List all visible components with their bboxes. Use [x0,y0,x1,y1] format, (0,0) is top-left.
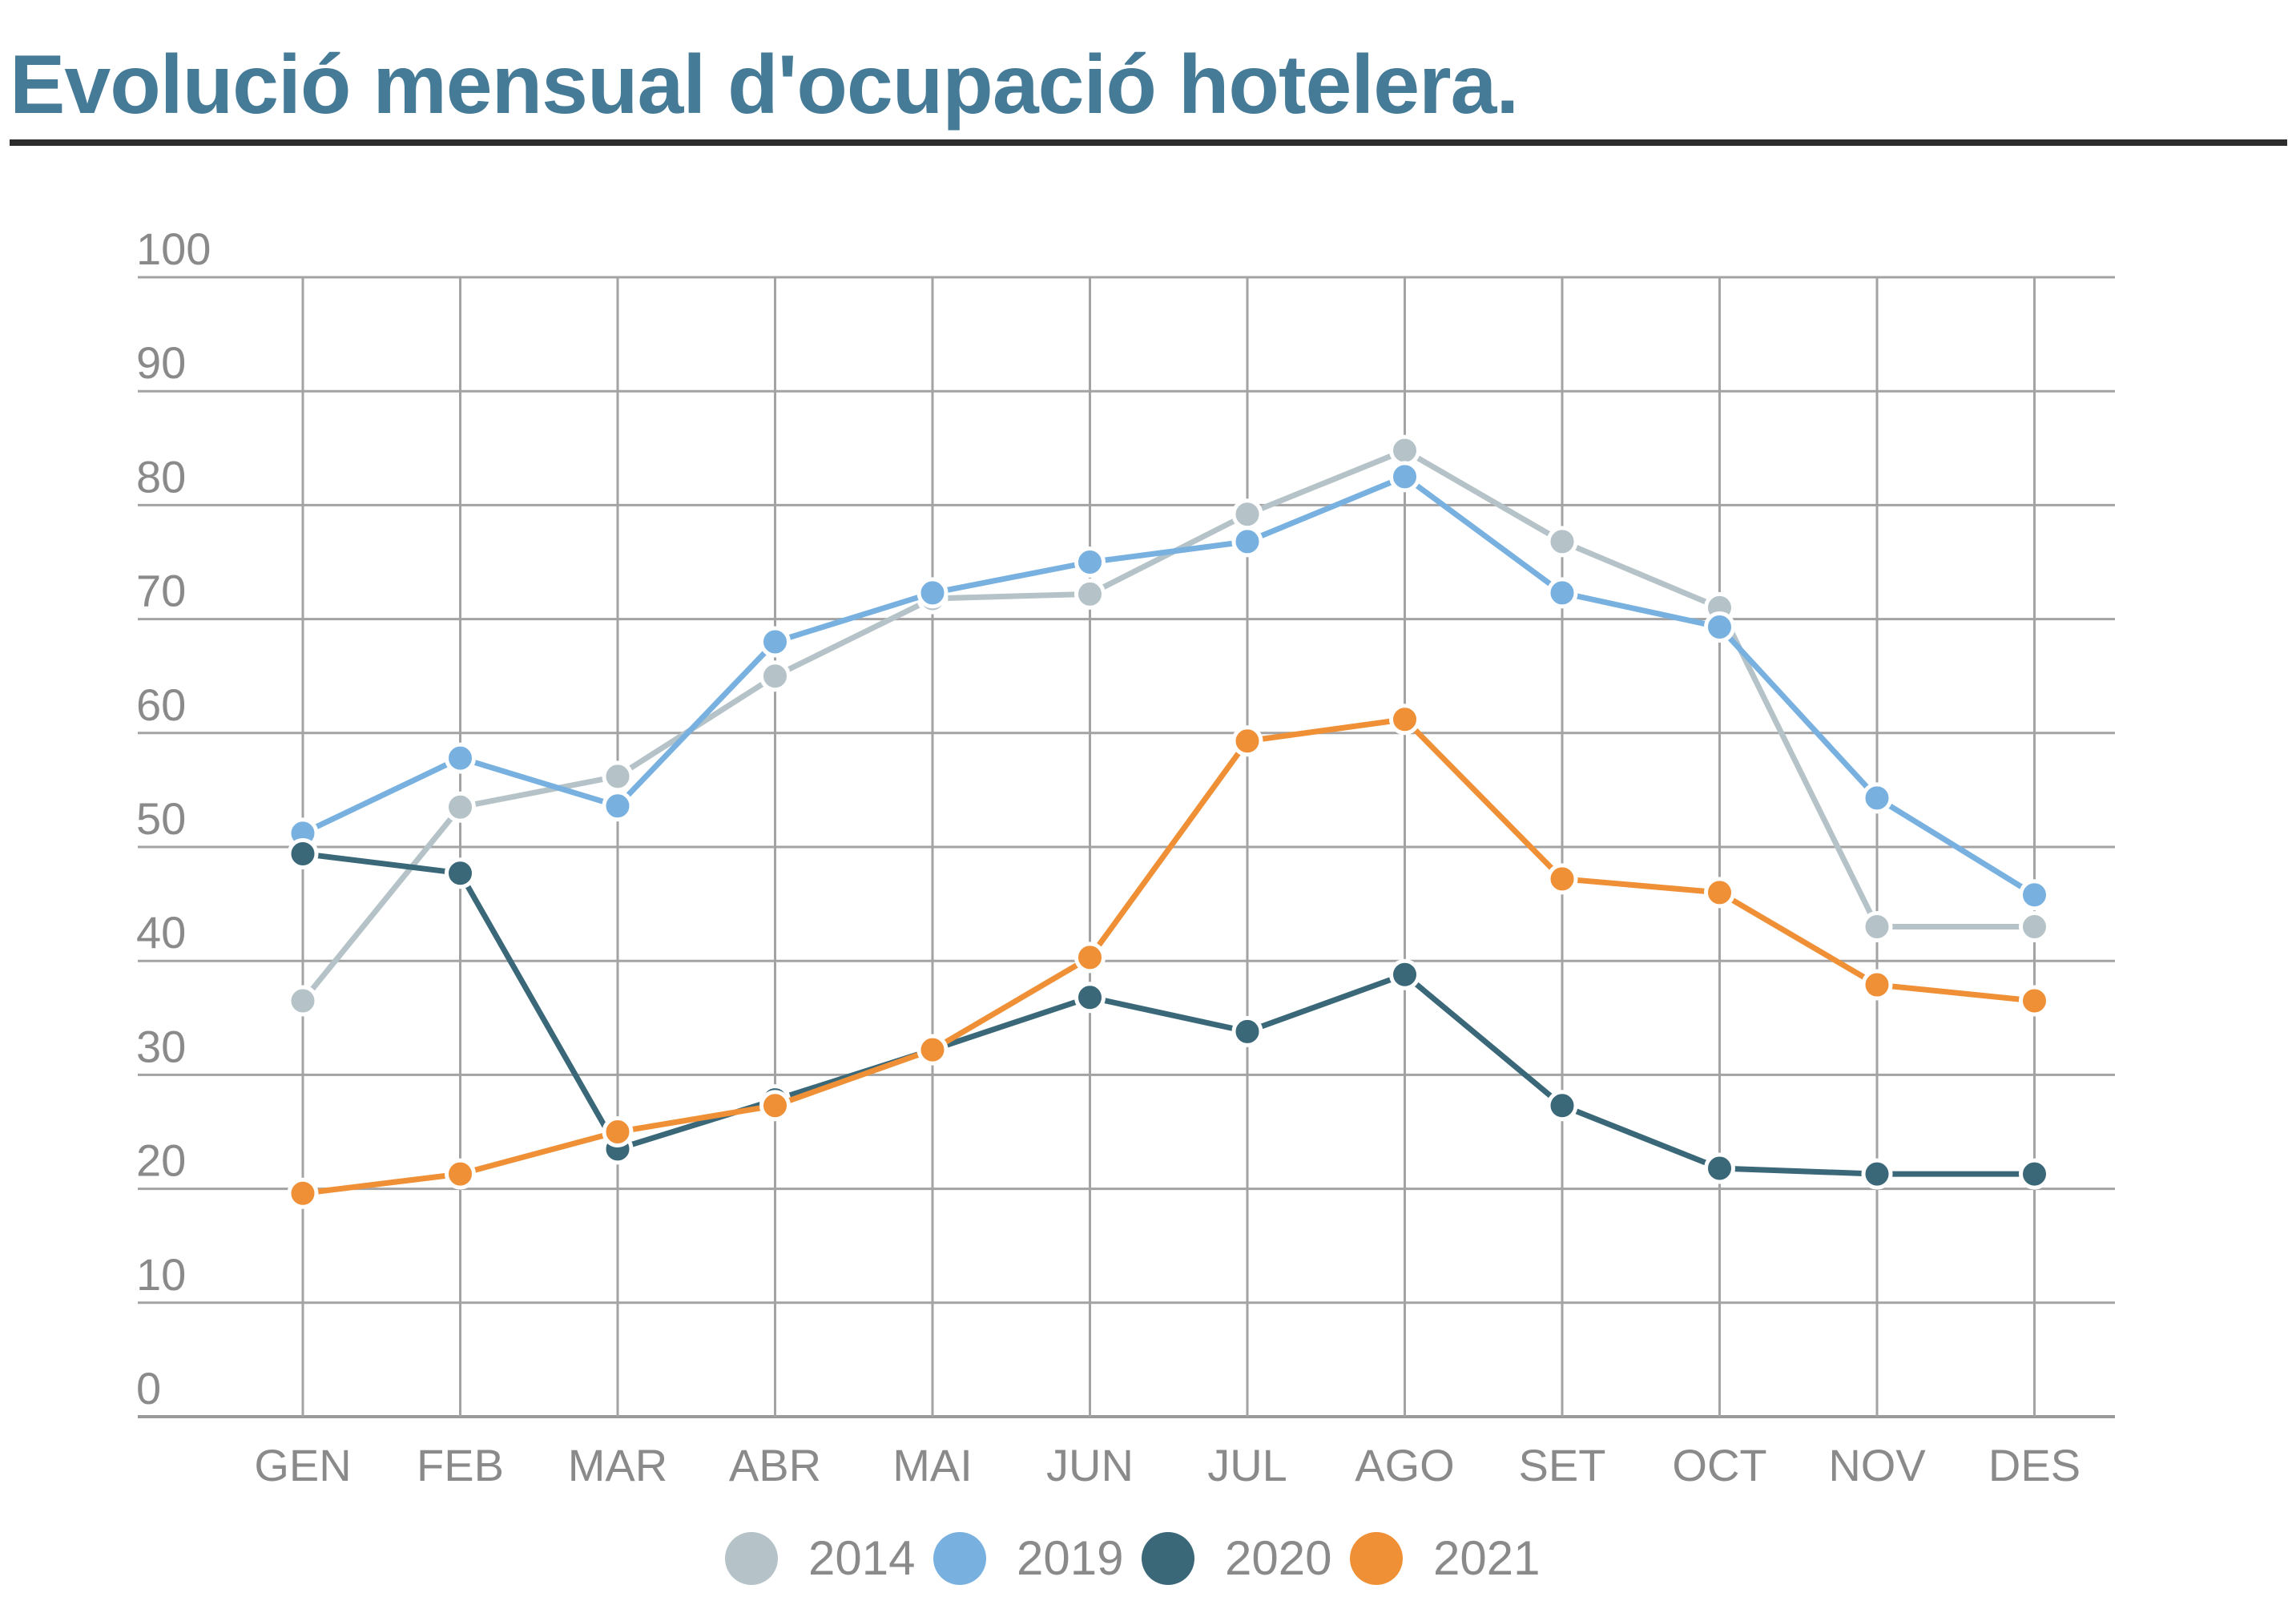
data-point [1074,546,1106,578]
x-tick-label: DES [1988,1440,2080,1490]
y-tick-label: 10 [136,1249,186,1300]
data-point [1231,1015,1263,1047]
chart-title: Evolució mensual d'ocupació hotelera. [10,38,1519,131]
x-tick-label: FEB [417,1440,504,1490]
data-point [287,1177,319,1209]
series-2021 [287,704,2050,1209]
series-line [300,716,2037,1196]
legend-label: 2020 [1225,1531,1332,1585]
data-point [1389,461,1420,493]
data-point [602,1116,634,1147]
data-point [1861,782,1893,814]
data-point [1861,911,1893,943]
x-tick-label: JUL [1207,1440,1287,1490]
y-tick-label: 50 [136,793,186,844]
series-2020 [287,838,2050,1190]
x-tick-label: JUN [1046,1440,1134,1490]
y-tick-label: 30 [136,1021,186,1071]
y-tick-label: 60 [136,679,186,730]
data-point [602,790,634,822]
data-point [1074,942,1106,974]
legend-item: 2019 [933,1526,1123,1591]
legend-label: 2019 [1017,1531,1124,1585]
y-tick-label: 0 [136,1363,161,1413]
x-tick-label: NOV [1828,1440,1926,1490]
data-point [1389,958,1420,990]
data-point [1546,526,1578,558]
x-tick-label: SET [1519,1440,1606,1490]
series-line [300,447,2037,1004]
data-point [1389,704,1420,736]
data-point [1861,969,1893,1001]
data-point [759,626,791,658]
y-tick-label: 100 [136,224,211,274]
x-tick-label: ABR [729,1440,821,1490]
y-tick-label: 20 [136,1135,186,1186]
data-point [1389,434,1420,466]
data-point [1231,526,1263,558]
data-point [1704,1152,1735,1184]
legend-item: 2014 [725,1526,915,1591]
data-point [1704,877,1735,909]
data-point [759,1090,791,1122]
x-tick-label: MAR [568,1440,667,1490]
legend-item: 2020 [1142,1526,1331,1591]
data-point [1231,725,1263,757]
data-point [2019,1158,2050,1190]
y-tick-label: 90 [136,337,186,388]
series-line [300,851,2037,1177]
series-line [300,474,2037,898]
x-tick-label: GEN [254,1440,351,1490]
data-point [1074,578,1106,610]
data-point [445,791,476,823]
x-axis-ticks: GEN FEB MAR ABR MAI JUN JUL AGO SET OCT NOV DES [254,1440,2080,1490]
y-tick-label: 70 [136,566,186,616]
legend: 2014 2019 2020 2021 [0,1526,2296,1591]
data-point [2019,985,2050,1017]
data-point [1231,498,1263,530]
data-point [602,760,634,792]
data-point [445,742,476,774]
data-point [1861,1158,1893,1190]
data-point [2019,911,2050,943]
legend-swatch [1142,1532,1194,1585]
data-point [445,1158,476,1190]
legend-label: 2021 [1433,1531,1541,1585]
x-tick-label: MAI [892,1440,973,1490]
data-point [2019,879,2050,911]
legend-label: 2014 [808,1531,916,1585]
data-point [1074,982,1106,1014]
y-tick-label: 80 [136,451,186,502]
data-point [445,857,476,889]
data-point [1546,577,1578,609]
legend-swatch [933,1532,986,1585]
legend-item: 2021 [1350,1526,1540,1591]
data-point [916,577,949,609]
x-tick-label: AGO [1355,1440,1454,1490]
grid [138,276,2115,1418]
y-axis-ticks: 0 10 20 30 40 50 60 70 80 90 100 [136,224,211,1413]
legend-swatch [1350,1532,1403,1585]
data-point [1546,863,1578,895]
data-point [916,1034,949,1066]
y-tick-label: 40 [136,907,186,958]
data-point [759,660,791,692]
data-point [1704,611,1735,643]
data-point [1546,1090,1578,1122]
series-2019 [287,461,2050,911]
legend-swatch [725,1532,778,1585]
title-underline [10,139,2287,146]
data-point [287,985,319,1017]
x-tick-label: OCT [1672,1440,1766,1490]
series [287,434,2050,1209]
data-point [287,838,319,870]
